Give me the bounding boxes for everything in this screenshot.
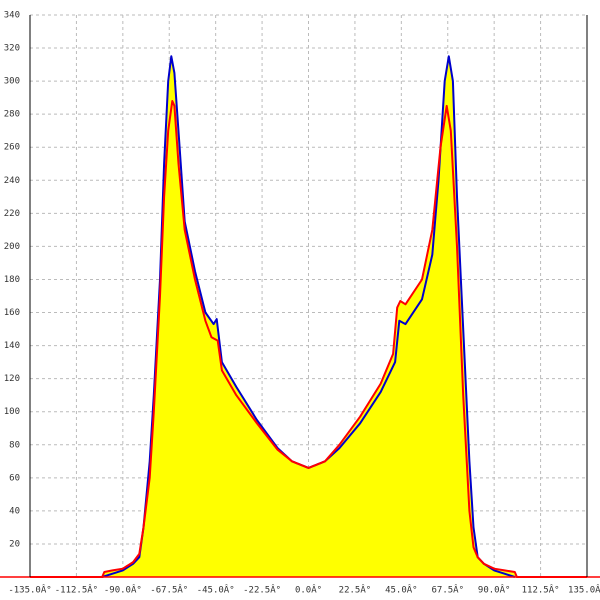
- x-tick-label: -112.5Â°: [55, 584, 98, 596]
- y-tick-label: 60: [9, 473, 20, 483]
- area: [30, 101, 587, 577]
- x-tick-label: 112.5Â°: [522, 584, 560, 596]
- y-tick-label: 220: [4, 209, 20, 219]
- y-tick-label: 280: [4, 110, 20, 120]
- labels: -135.0Â° -112.5Â° -90.0Â° -67.5Â° -45.0Â° -22…: [4, 11, 600, 596]
- line: [30, 100, 587, 578]
- y-tick-label: 320: [4, 44, 20, 54]
- y-tick-label: 160: [4, 308, 20, 318]
- x-tick-label: 90.0Â°: [478, 584, 511, 596]
- y-tick-label: 200: [4, 242, 20, 252]
- x-tick-label: 45.0Â°: [385, 584, 418, 596]
- y-tick-label: 240: [4, 176, 20, 186]
- y-tick-label: 100: [4, 407, 20, 417]
- y-tick-label: 260: [4, 143, 20, 153]
- lines: [30, 55, 587, 578]
- areas: [30, 56, 587, 578]
- x-tick-label: 67.5Â°: [431, 584, 464, 596]
- y-tick-label: 80: [9, 440, 20, 450]
- x-tick-label: 135.0Â°: [568, 584, 600, 596]
- x-tick-label: 22.5Â°: [339, 584, 372, 596]
- y-tick-label: 40: [9, 506, 20, 516]
- x-tick-label: -22.5Â°: [243, 584, 281, 596]
- x-tick-label: -45.0Â°: [197, 584, 235, 596]
- y-tick-label: 140: [4, 341, 20, 351]
- y-tick-label: 20: [9, 539, 20, 549]
- x-tick-label: -90.0Â°: [104, 584, 142, 596]
- y-tick-label: 120: [4, 374, 20, 384]
- y-tick-label: 180: [4, 275, 20, 285]
- y-tick-label: 340: [4, 11, 20, 21]
- x-tick-label: -135.0Â°: [8, 584, 51, 596]
- y-tick-label: 300: [4, 77, 20, 87]
- x-tick-label: -67.5Â°: [150, 584, 188, 596]
- x-tick-label: 0.0Â°: [295, 584, 322, 596]
